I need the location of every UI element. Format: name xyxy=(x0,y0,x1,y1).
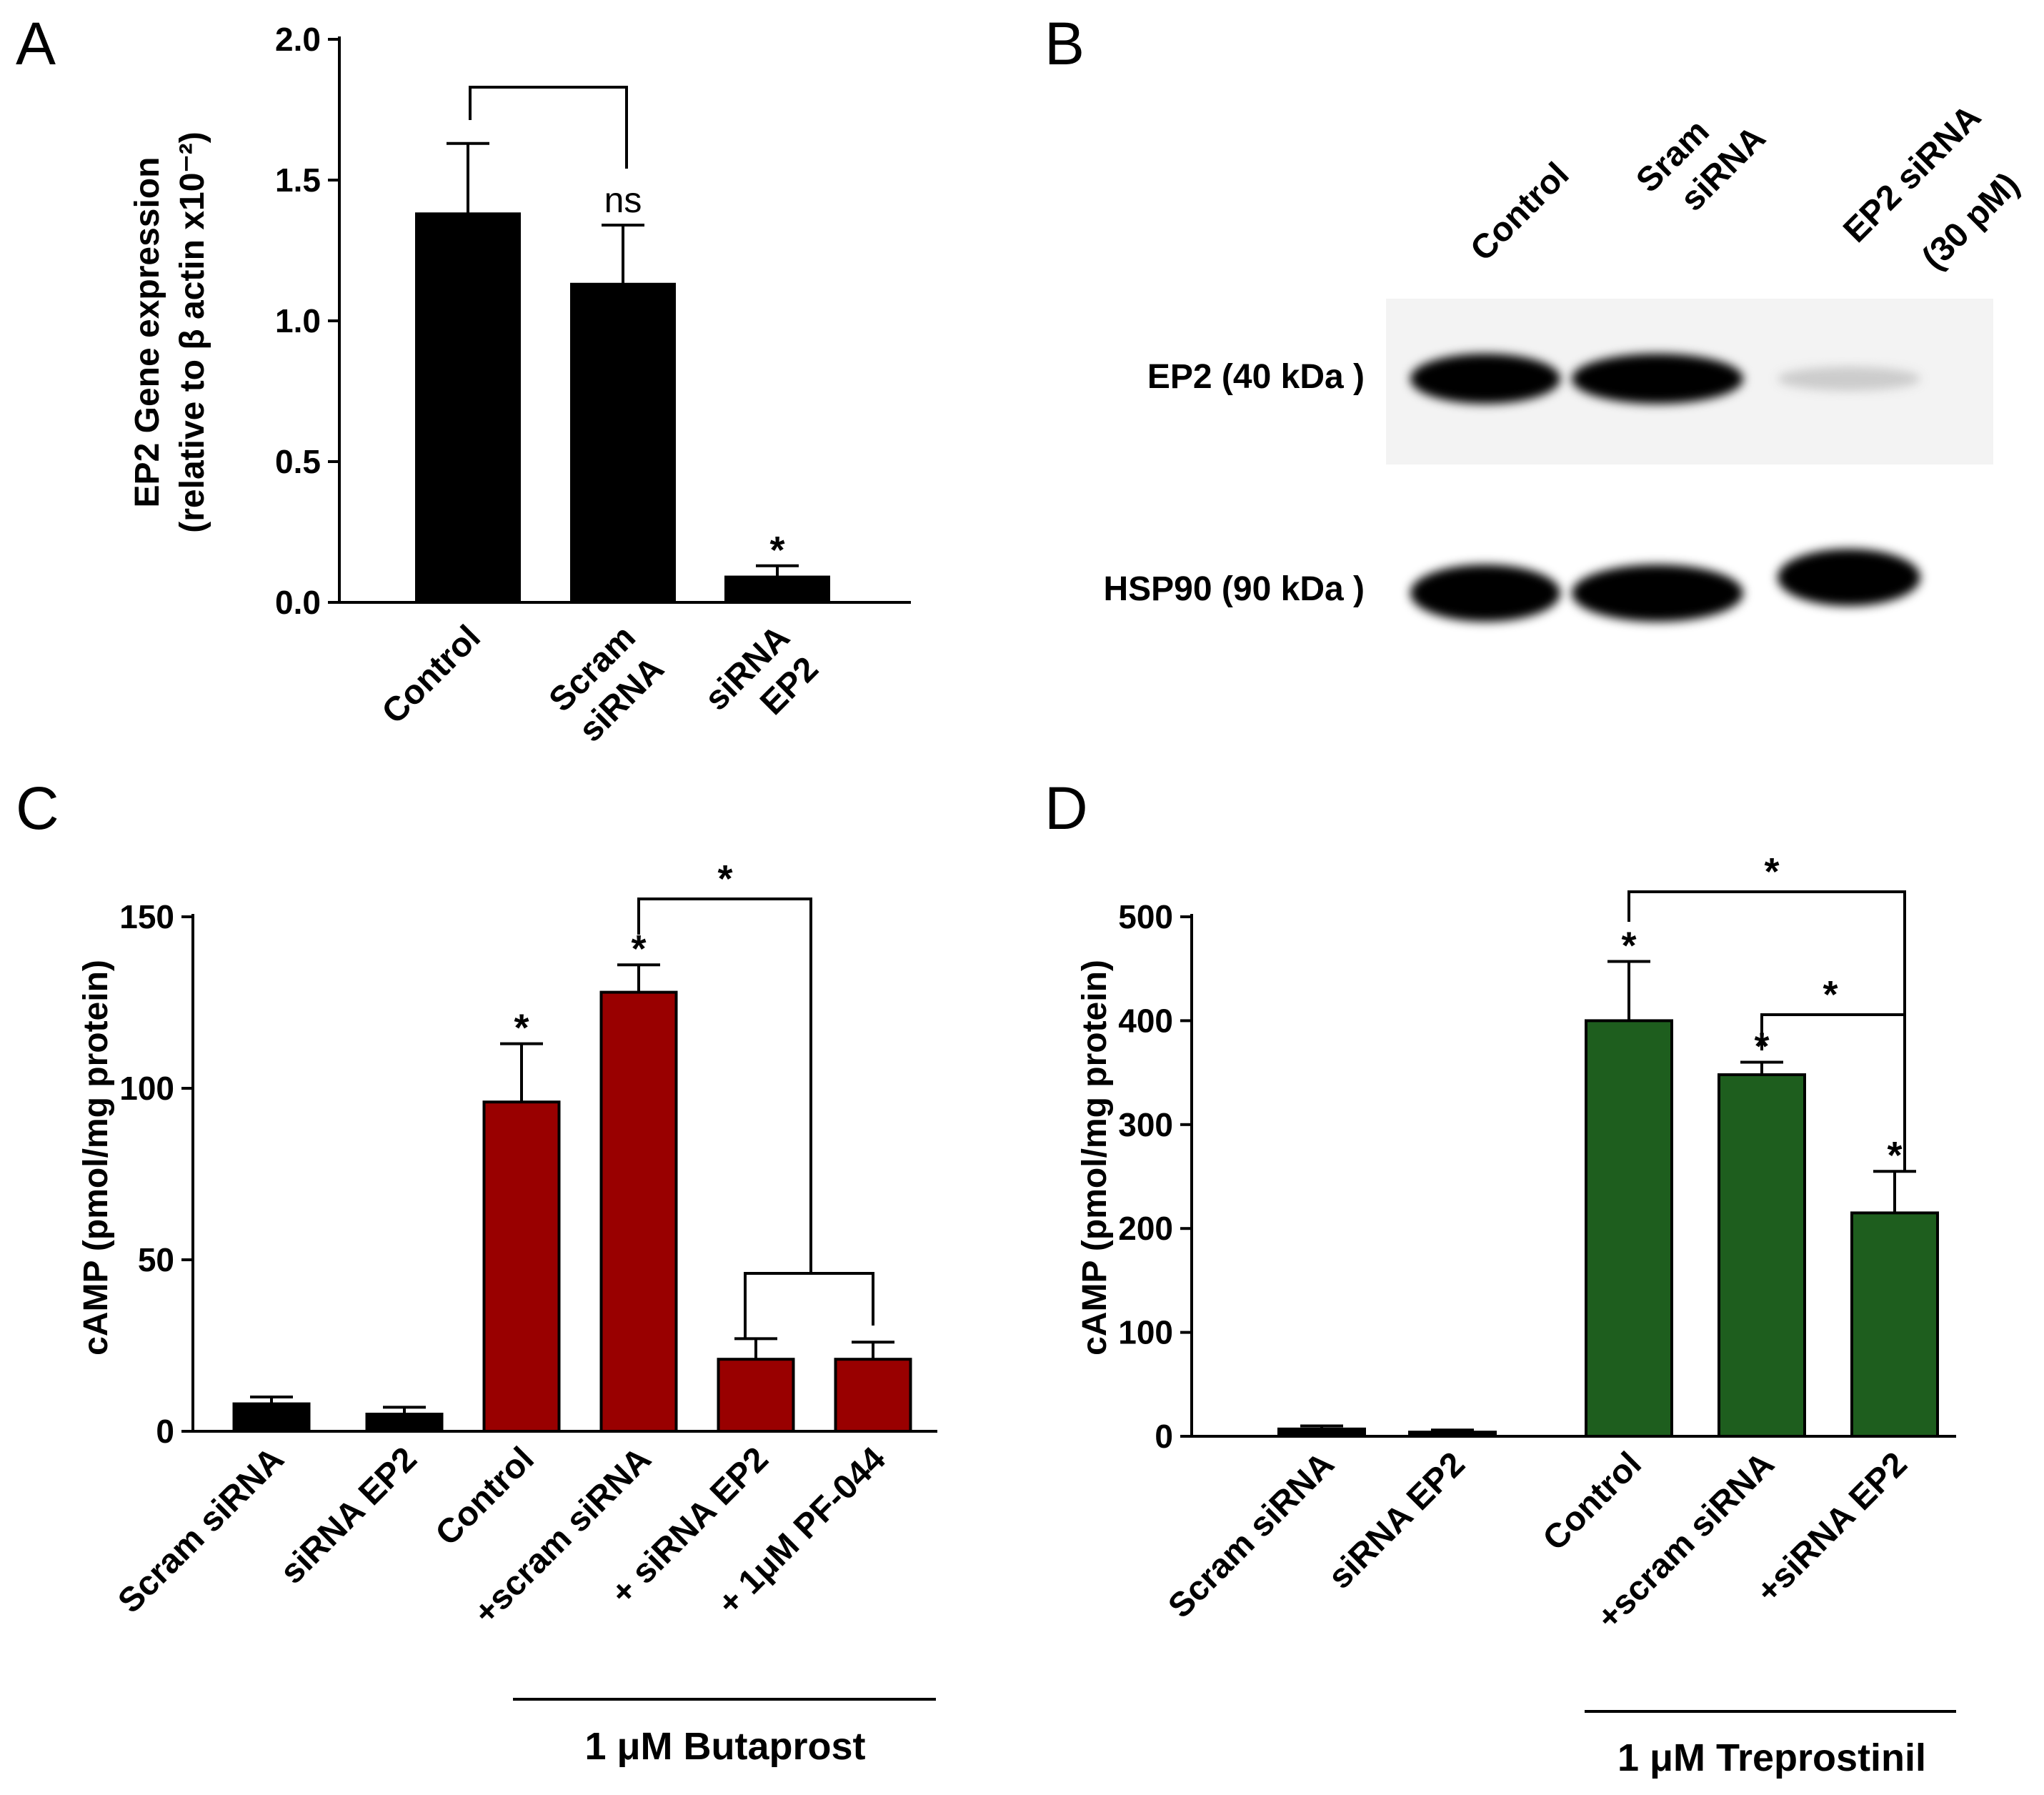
blot-band xyxy=(1572,354,1743,404)
y-tick-label: 0 xyxy=(1155,1418,1173,1455)
y-tick-label: 0.0 xyxy=(275,584,321,621)
y-tick-label: 50 xyxy=(138,1241,174,1278)
blot-band xyxy=(1778,549,1920,606)
axes-d: 0 100 200 300 400 500 xyxy=(1118,898,1956,1455)
chart-a: 0.0 0.5 1.0 1.5 2.0 EP2 Gene expression (rel… xyxy=(129,21,911,750)
significance-marker: * xyxy=(1621,925,1636,968)
y-axis-label-a-line2: (relative to β actin x10⁻²) xyxy=(174,131,211,532)
bar xyxy=(1850,1211,1939,1438)
bar xyxy=(717,1358,795,1433)
significance-marker: * xyxy=(514,1007,529,1050)
bar xyxy=(1408,1431,1497,1438)
significance-marker: * xyxy=(631,928,646,970)
y-tick-label: 2.0 xyxy=(275,21,321,58)
significance-marker: * xyxy=(769,529,784,572)
significance-marker: * xyxy=(1764,850,1779,893)
y-axis-label-c: cAMP (pmol/mg protein) xyxy=(77,960,115,1356)
bars-d xyxy=(1277,960,1939,1438)
comparison-bracket xyxy=(469,86,628,169)
group-label-c: 1 μM Butaprost xyxy=(584,1725,865,1768)
category-label: Scram siRNA xyxy=(111,1440,291,1621)
bar xyxy=(1585,1019,1673,1438)
y-tick-label: 150 xyxy=(119,898,174,935)
significance-marker: * xyxy=(1887,1134,1902,1177)
bar xyxy=(834,1358,912,1433)
panel-letter-c: C xyxy=(16,775,59,842)
bar xyxy=(232,1402,311,1433)
bar xyxy=(1277,1427,1366,1438)
category-label: Control xyxy=(429,1440,542,1553)
bars-c xyxy=(232,963,912,1433)
blot-lane-label-30pm: (30 pM) xyxy=(1915,166,2026,277)
y-tick-label: 100 xyxy=(119,1070,174,1107)
significance-marker: * xyxy=(717,857,732,900)
y-tick-label: 1.0 xyxy=(275,302,321,339)
panel-letter-a: A xyxy=(16,10,56,77)
western-blot: EP2 (40 kDa ) HSP90 (90 kDa ) Control Sr… xyxy=(1103,98,2027,654)
chart-c: 0 50 100 150 cAMP (pmol/mg protein) 1 μM Bu… xyxy=(77,857,937,1768)
blot-bands xyxy=(1410,354,1920,622)
bar xyxy=(482,1100,561,1433)
significance-marker: ns xyxy=(604,180,642,220)
category-label: Control xyxy=(375,618,488,731)
blot-lane-labels: Control Sram siRNA EP2 siRNA (30 pM) xyxy=(1463,98,2026,277)
bar xyxy=(415,212,521,604)
bars-a xyxy=(415,141,830,604)
category-label: Scram siRNA xyxy=(1161,1445,1342,1626)
blot-band xyxy=(1778,367,1920,391)
bar xyxy=(599,990,678,1433)
category-label: Control xyxy=(1536,1445,1649,1558)
blot-band xyxy=(1410,565,1560,622)
category-label: siRNA EP2 xyxy=(273,1440,424,1591)
y-tick-label: 200 xyxy=(1118,1210,1173,1247)
bar xyxy=(570,282,676,604)
blot-lane-label-control: Control xyxy=(1463,156,1576,269)
y-tick-label: 100 xyxy=(1118,1314,1173,1351)
significance-marker: * xyxy=(1823,973,1838,1016)
y-tick-label: 400 xyxy=(1118,1002,1173,1039)
y-axis-label-a-line1: EP2 Gene expression xyxy=(129,157,166,508)
y-tick-label: 500 xyxy=(1118,898,1173,935)
axes-c: 0 50 100 150 xyxy=(119,898,937,1450)
y-tick-label: 0.5 xyxy=(275,443,321,480)
comparison-bracket xyxy=(637,898,812,1273)
comparison-bracket xyxy=(1627,890,1906,1172)
bar xyxy=(724,575,830,604)
y-tick-label: 0 xyxy=(156,1413,174,1450)
bar xyxy=(365,1413,444,1433)
panel-letter-d: D xyxy=(1045,775,1088,842)
blot-label-hsp90: HSP90 (90 kDa ) xyxy=(1103,570,1365,608)
y-tick-label: 1.5 xyxy=(275,161,321,199)
y-tick-label: 300 xyxy=(1118,1106,1173,1143)
bar xyxy=(1718,1073,1806,1438)
blot-band xyxy=(1572,565,1743,622)
comparison-bracket xyxy=(1760,1013,1905,1050)
category-label: siRNA EP2 xyxy=(1321,1445,1472,1596)
comparison-bracket xyxy=(744,1272,874,1340)
blot-band xyxy=(1410,354,1560,404)
panel-letter-b: B xyxy=(1045,10,1085,77)
group-label-d: 1 μM Treprostinil xyxy=(1617,1736,1926,1779)
y-axis-label-d: cAMP (pmol/mg protein) xyxy=(1076,960,1114,1356)
blot-label-ep2: EP2 (40 kDa ) xyxy=(1147,358,1365,396)
